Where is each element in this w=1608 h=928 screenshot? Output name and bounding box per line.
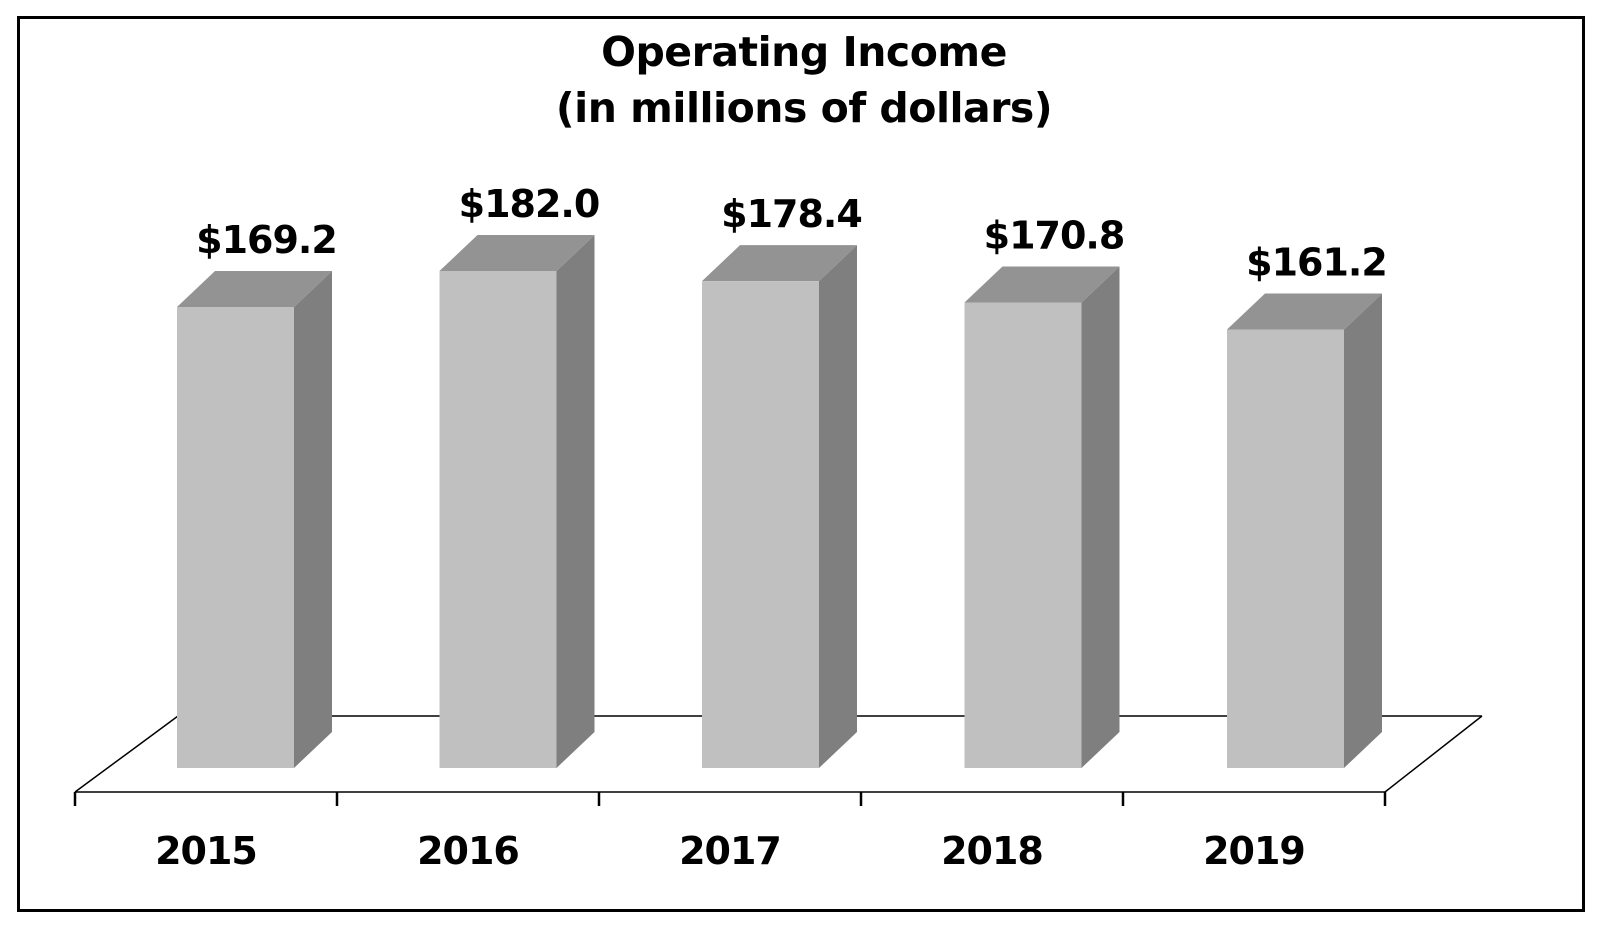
data-label: $182.0 — [459, 182, 600, 226]
data-label: $161.2 — [1246, 241, 1387, 285]
bar-2015: $169.2 — [177, 218, 338, 768]
bar-2016: $182.0 — [439, 182, 600, 768]
x-axis-label: 2018 — [941, 829, 1043, 873]
x-axis-label: 2016 — [417, 829, 519, 873]
bar-2019: $161.2 — [1227, 241, 1388, 768]
data-label: $169.2 — [196, 218, 337, 262]
chart-title-line2: (in millions of dollars) — [555, 84, 1053, 132]
chart-title-line1: Operating Income — [601, 28, 1007, 76]
x-axis: 2015 2016 2017 2018 2019 — [73, 791, 1387, 873]
data-label: $170.8 — [984, 214, 1125, 258]
x-axis-label: 2017 — [679, 829, 781, 873]
bar-2018: $170.8 — [964, 214, 1125, 768]
x-axis-label: 2015 — [155, 829, 257, 873]
x-axis-label: 2019 — [1203, 829, 1305, 873]
chart-title: Operating Income (in millions of dollars… — [0, 24, 1608, 136]
data-label: $178.4 — [721, 192, 862, 236]
bar-2017: $178.4 — [702, 192, 863, 768]
